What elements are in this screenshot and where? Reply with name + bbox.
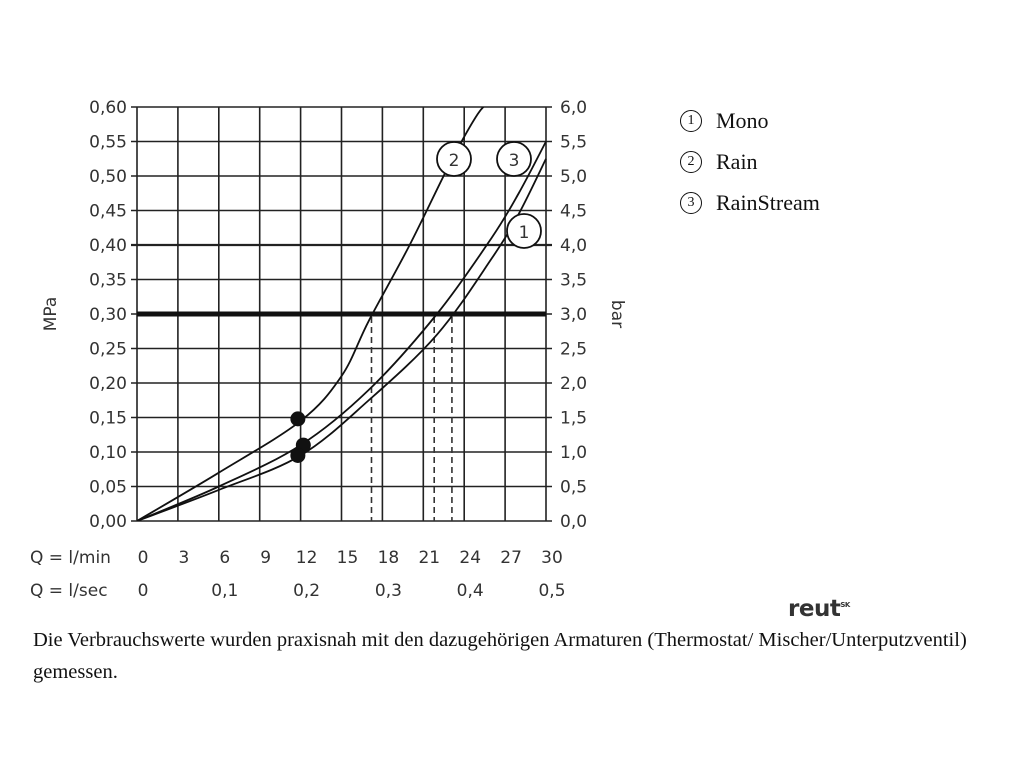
data-marker bbox=[290, 447, 306, 463]
x-tick-label: 0,4 bbox=[457, 581, 484, 601]
legend-label: Mono bbox=[716, 107, 769, 133]
right-tick-label: 0,0 bbox=[560, 512, 587, 532]
reut-logo: reutSK bbox=[788, 596, 850, 622]
grid bbox=[131, 106, 552, 522]
right-tick-label: 6,0 bbox=[560, 98, 587, 118]
left-tick-label: 0,40 bbox=[89, 236, 127, 256]
left-tick-label: 0,00 bbox=[89, 512, 127, 532]
curve-label-circle bbox=[436, 141, 472, 177]
left-tick-label: 0,35 bbox=[89, 271, 127, 291]
curve-label-circle bbox=[496, 141, 532, 177]
right-tick-label: 1,0 bbox=[560, 443, 587, 463]
x-tick-label: 21 bbox=[418, 548, 440, 568]
right-tick-label: 2,5 bbox=[560, 340, 587, 360]
dashed-drop-lines bbox=[370, 317, 453, 521]
left-tick-label: 0,20 bbox=[89, 374, 127, 394]
right-tick-label: 4,0 bbox=[560, 236, 587, 256]
curve-label-text: 3 bbox=[509, 151, 520, 171]
x-tick-label: 0,1 bbox=[211, 581, 238, 601]
left-tick-label: 0,45 bbox=[89, 202, 127, 222]
legend-mark: 3 bbox=[680, 191, 702, 214]
x-tick-label: 0,3 bbox=[375, 581, 402, 601]
right-tick-label: 3,5 bbox=[560, 271, 587, 291]
left-tick-label: 0,60 bbox=[89, 98, 127, 118]
legend-item-mono: 1 Mono bbox=[680, 100, 820, 141]
left-tick-label: 0,10 bbox=[89, 443, 127, 463]
right-axis-ticks: 0,0 0,5 1,0 1,5 2,0 2,5 3,0 3,5 4,0 4,5 5,0 5,5 6,0 bbox=[560, 98, 587, 532]
x-tick-label: 15 bbox=[337, 548, 359, 568]
x-tick-label: 18 bbox=[378, 548, 400, 568]
left-tick-label: 0,55 bbox=[89, 133, 127, 153]
x-tick-label: 3 bbox=[178, 548, 189, 568]
left-tick-label: 0,25 bbox=[89, 340, 127, 360]
right-tick-label: 1,5 bbox=[560, 409, 587, 429]
curve-label-text: 1 bbox=[519, 223, 530, 243]
x-axis-rows: Q = l/min 0 3 6 9 12 15 18 21 24 27 30 Q = l/sec 0 0,1… bbox=[30, 548, 566, 601]
right-tick-label: 5,0 bbox=[560, 167, 587, 187]
legend-mark: 1 bbox=[680, 109, 702, 132]
markers bbox=[290, 411, 311, 463]
right-tick-label: 3,0 bbox=[560, 305, 587, 325]
curve-2 bbox=[137, 107, 485, 521]
left-tick-label: 0,05 bbox=[89, 478, 127, 498]
legend-label: RainStream bbox=[716, 189, 820, 215]
left-tick-label: 0,50 bbox=[89, 167, 127, 187]
legend-mark: 2 bbox=[680, 150, 702, 173]
curve-label-circle bbox=[506, 213, 542, 249]
x-tick-label: 0 bbox=[138, 548, 149, 568]
legend: 1 Mono 2 Rain 3 RainStream bbox=[680, 100, 820, 223]
left-tick-label: 0,30 bbox=[89, 305, 127, 325]
legend-item-rain: 2 Rain bbox=[680, 141, 820, 182]
left-tick-label: 0,15 bbox=[89, 409, 127, 429]
x-tick-label: 0 bbox=[138, 581, 149, 601]
x-tick-label: 30 bbox=[541, 548, 563, 568]
data-marker bbox=[290, 411, 306, 427]
x-tick-label: 27 bbox=[500, 548, 522, 568]
right-axis-label: bar bbox=[607, 300, 627, 328]
right-tick-label: 4,5 bbox=[560, 202, 587, 222]
x-tick-label: 6 bbox=[219, 548, 230, 568]
legend-item-rainstream: 3 RainStream bbox=[680, 182, 820, 223]
x-row-label: Q = l/sec bbox=[30, 581, 108, 601]
x-tick-label: 0,5 bbox=[538, 581, 565, 601]
x-row-label: Q = l/min bbox=[30, 548, 111, 568]
left-axis-ticks: 0,00 0,05 0,10 0,15 0,20 0,25 0,30 0,35 0,40 0,45… bbox=[89, 98, 127, 532]
legend-label: Rain bbox=[716, 148, 758, 174]
x-tick-label: 9 bbox=[260, 548, 271, 568]
x-tick-label: 0,2 bbox=[293, 581, 320, 601]
caption: Die Verbrauchswerte wurden praxisnah mit… bbox=[33, 629, 967, 683]
x-tick-label: 24 bbox=[459, 548, 481, 568]
curve-3 bbox=[137, 141, 547, 521]
right-tick-label: 2,0 bbox=[560, 374, 587, 394]
left-axis-label: MPa bbox=[41, 297, 61, 332]
right-tick-label: 0,5 bbox=[560, 478, 587, 498]
right-tick-label: 5,5 bbox=[560, 133, 587, 153]
curve-label-text: 2 bbox=[449, 151, 460, 171]
x-tick-label: 12 bbox=[296, 548, 318, 568]
curve-labels: 1 2 3 bbox=[436, 141, 542, 249]
